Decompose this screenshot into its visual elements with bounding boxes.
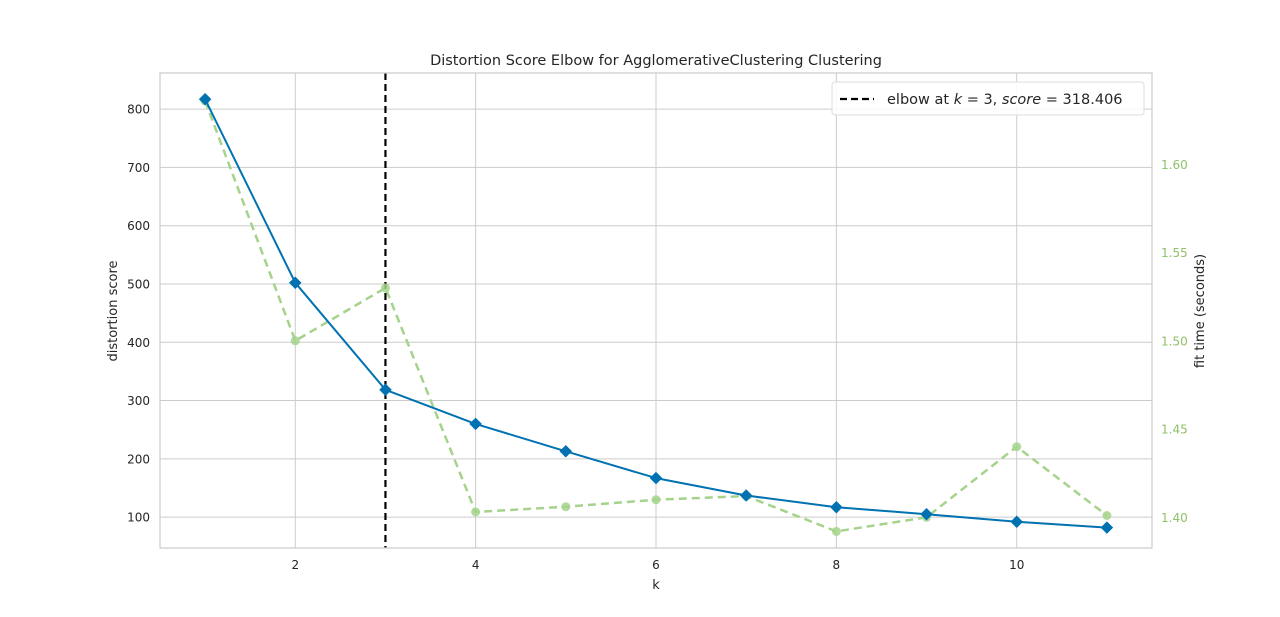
y2-tick-label: 1.40 <box>1161 511 1188 525</box>
y-tick-label: 600 <box>127 219 150 233</box>
legend-k-value: = 3, <box>962 92 1002 108</box>
y-tick-label: 500 <box>127 277 150 291</box>
distortion-point <box>469 417 482 431</box>
fit-time-point <box>561 502 571 512</box>
y-tick-label: 400 <box>127 336 150 350</box>
distortion-point <box>1010 515 1024 529</box>
y-tick-label: 300 <box>127 394 150 408</box>
chart-title: Distortion Score Elbow for Agglomerative… <box>430 53 882 69</box>
x-tick-label: 10 <box>1009 558 1024 572</box>
legend-k-symbol: k <box>954 92 963 108</box>
fit-time-point <box>471 507 481 517</box>
distortion-point <box>288 276 302 290</box>
x-axis-label: k <box>652 578 660 593</box>
y2-tick-label: 1.50 <box>1161 334 1188 348</box>
distortion-point <box>198 92 212 106</box>
legend-box <box>831 81 1145 116</box>
distortion-point <box>739 489 753 502</box>
x-tick-label: 6 <box>652 558 660 572</box>
legend: elbow at k = 3, score = 318.406 <box>831 81 1145 116</box>
plot-area-frame <box>159 72 1153 549</box>
tick-labels: 2 4 6 8 10 100 200 300 400 500 600 700 800 1.40 1.45 1.… <box>127 103 1188 572</box>
fit-time-point <box>381 283 390 293</box>
y-axis-label: distortion score <box>106 261 121 362</box>
distortion-point <box>649 471 663 485</box>
distortion-point <box>1100 521 1114 534</box>
x-tick-label: 4 <box>472 558 480 572</box>
y2-tick-label: 1.55 <box>1161 246 1188 260</box>
fit-time-point <box>290 336 300 346</box>
y-tick-label: 800 <box>127 103 150 117</box>
distortion-point <box>920 507 933 521</box>
x-tick-label: 8 <box>833 558 841 572</box>
y2-tick-label: 1.60 <box>1161 158 1188 172</box>
distortion-point <box>559 444 573 458</box>
fit-time-point <box>1102 511 1112 520</box>
y2-tick-label: 1.45 <box>1161 423 1188 437</box>
y-tick-label: 200 <box>127 452 150 466</box>
y-tick-label: 700 <box>127 161 150 175</box>
fit-time-point <box>651 495 661 505</box>
distortion-point <box>830 500 843 514</box>
legend-label: elbow at k = 3, score = 318.406 <box>887 92 1123 108</box>
legend-prefix: elbow at <box>887 92 954 108</box>
y2-axis-label: fit time (seconds) <box>1193 254 1208 368</box>
distortion-point <box>379 383 392 397</box>
fit-time-point <box>1012 442 1022 452</box>
series-layer <box>198 92 1114 536</box>
x-tick-label: 2 <box>291 558 299 572</box>
y-tick-label: 100 <box>127 511 150 525</box>
legend-score-symbol: score <box>1002 92 1041 108</box>
legend-score-value: = 318.406 <box>1041 92 1122 108</box>
fit-time-point <box>831 526 841 536</box>
